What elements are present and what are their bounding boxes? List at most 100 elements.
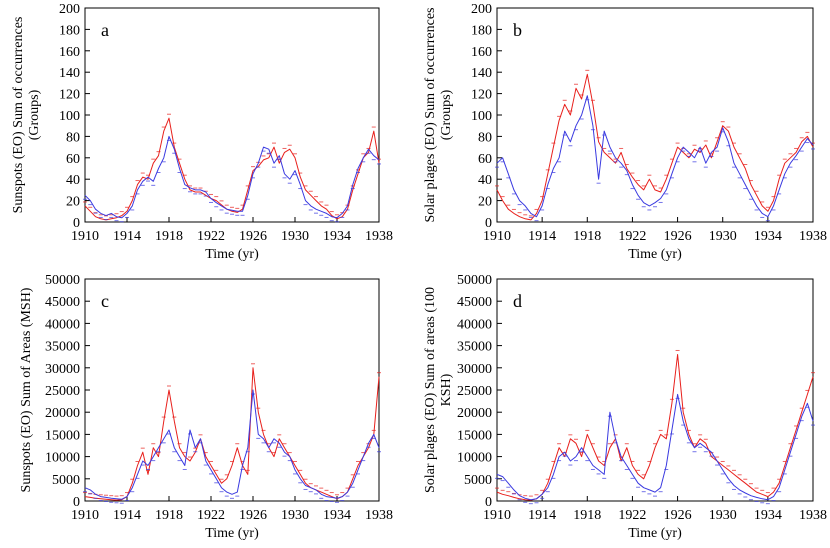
y-tick-label: 5000 <box>52 473 80 488</box>
y-tick-label: 200 <box>59 2 80 17</box>
series-line-blue <box>496 393 814 501</box>
x-tick-label: 1922 <box>197 508 225 523</box>
y-axis-label-line: (Groups) <box>439 89 454 140</box>
x-tick-label: 1918 <box>155 229 183 244</box>
panel-letter: d <box>513 291 522 311</box>
y-tick-label: 40000 <box>457 317 492 332</box>
y-tick-label: 45000 <box>457 295 492 310</box>
y-tick-label: 100 <box>59 109 80 124</box>
y-tick-label: 5000 <box>464 473 492 488</box>
y-tick-label: 10000 <box>45 451 80 466</box>
x-tick-label: 1910 <box>71 229 99 244</box>
x-tick-label: 1934 <box>323 508 351 523</box>
x-tick-label: 1910 <box>483 508 511 523</box>
x-tick-label: 1930 <box>709 508 737 523</box>
y-tick-label: 25000 <box>45 384 80 399</box>
x-tick-label: 1934 <box>323 229 351 244</box>
panel-c: 0 5000 10000 15000 20000 25000 30000 35000 40000… <box>19 273 393 541</box>
y-tick-label: 35000 <box>45 340 80 355</box>
x-tick-label: 1926 <box>664 508 692 523</box>
panel-letter: b <box>513 20 522 40</box>
x-tick-label: 1910 <box>71 508 99 523</box>
y-axis-label-line: Sunspots (EO) Sum of Areas (MSH) <box>19 287 34 492</box>
y-axis-label-line: Solar plages (EO) Sum of areas (100 <box>423 287 438 493</box>
x-tick-label: 1918 <box>573 508 601 523</box>
y-tick-label: 100 <box>471 109 492 124</box>
y-tick-label: 20 <box>66 195 80 210</box>
y-tick-label: 140 <box>59 66 80 81</box>
y-axis-label-line: (Groups) <box>27 89 42 140</box>
panel-letter: c <box>101 291 109 311</box>
panel-a: 0 20 40 60 80 100 120 140 160 180 200 1910 1914 1918 1… <box>11 2 393 262</box>
y-tick-label: 15000 <box>457 428 492 443</box>
y-tick-label: 180 <box>59 23 80 38</box>
y-tick-label: 20000 <box>457 406 492 421</box>
x-tick-label: 1926 <box>239 508 267 523</box>
x-axis-label: Time (yr) <box>205 247 259 262</box>
x-tick-label: 1930 <box>281 508 309 523</box>
panel-d: 0 5000 10000 15000 20000 25000 30000 35000 40000… <box>423 273 827 541</box>
series-line-blue <box>84 135 380 219</box>
y-tick-label: 60 <box>66 152 80 167</box>
x-tick-label: 1926 <box>239 229 267 244</box>
y-tick-label: 10000 <box>457 451 492 466</box>
x-tick-label: 1918 <box>155 508 183 523</box>
y-tick-label: 20 <box>478 195 492 210</box>
y-tick-label: 25000 <box>457 384 492 399</box>
series-line-red <box>84 117 380 221</box>
y-tick-label: 140 <box>471 66 492 81</box>
x-tick-label: 1914 <box>528 229 556 244</box>
y-tick-label: 45000 <box>45 295 80 310</box>
x-tick-label: 1938 <box>799 508 827 523</box>
plot-frame <box>84 7 380 223</box>
series-line-blue <box>496 95 814 218</box>
x-tick-label: 1934 <box>754 508 782 523</box>
y-tick-label: 40000 <box>45 317 80 332</box>
y-tick-label: 30000 <box>457 362 492 377</box>
x-axis-label: Time (yr) <box>205 526 259 541</box>
y-tick-label: 80 <box>478 130 492 145</box>
y-tick-label: 0 <box>485 495 492 510</box>
x-axis-label: Time (yr) <box>628 526 682 541</box>
y-tick-label: 120 <box>59 88 80 103</box>
y-tick-label: 20000 <box>45 406 80 421</box>
y-tick-label: 160 <box>471 45 492 60</box>
y-tick-label: 80 <box>66 130 80 145</box>
x-tick-label: 1922 <box>197 229 225 244</box>
x-tick-label: 1926 <box>664 229 692 244</box>
x-tick-label: 1914 <box>113 508 141 523</box>
y-tick-label: 50000 <box>457 273 492 288</box>
plot-frame <box>496 278 814 502</box>
x-tick-label: 1938 <box>365 508 393 523</box>
x-tick-label: 1930 <box>281 229 309 244</box>
x-tick-label: 1914 <box>113 229 141 244</box>
x-tick-label: 1914 <box>528 508 556 523</box>
y-tick-label: 180 <box>471 23 492 38</box>
plot-frame <box>84 278 380 502</box>
x-tick-label: 1938 <box>799 229 827 244</box>
y-tick-label: 50000 <box>45 273 80 288</box>
y-tick-label: 0 <box>73 216 80 231</box>
series-line-red <box>496 354 814 501</box>
panel-letter: a <box>101 20 109 40</box>
y-axis-label-line: Sunspots (EO) Sum of occurrences <box>11 17 26 214</box>
series-line-red <box>84 367 380 501</box>
y-axis-label-line: Solar plages (EO) Sum of occurrences <box>423 8 438 223</box>
y-tick-label: 35000 <box>457 340 492 355</box>
x-axis-label: Time (yr) <box>628 247 682 262</box>
series-line-blue <box>84 389 380 500</box>
x-tick-label: 1930 <box>709 229 737 244</box>
y-tick-label: 160 <box>59 45 80 60</box>
y-tick-label: 30000 <box>45 362 80 377</box>
panel-b: 0 20 40 60 80 100 120 140 160 180 200 1910 1914 1918 1… <box>423 2 827 262</box>
x-tick-label: 1922 <box>618 508 646 523</box>
x-tick-label: 1918 <box>573 229 601 244</box>
y-axis-label-line: KSH) <box>439 373 454 406</box>
y-tick-label: 15000 <box>45 428 80 443</box>
y-tick-label: 0 <box>73 495 80 510</box>
x-tick-label: 1938 <box>365 229 393 244</box>
y-tick-label: 200 <box>471 2 492 17</box>
x-tick-label: 1922 <box>618 229 646 244</box>
y-tick-label: 0 <box>485 216 492 231</box>
